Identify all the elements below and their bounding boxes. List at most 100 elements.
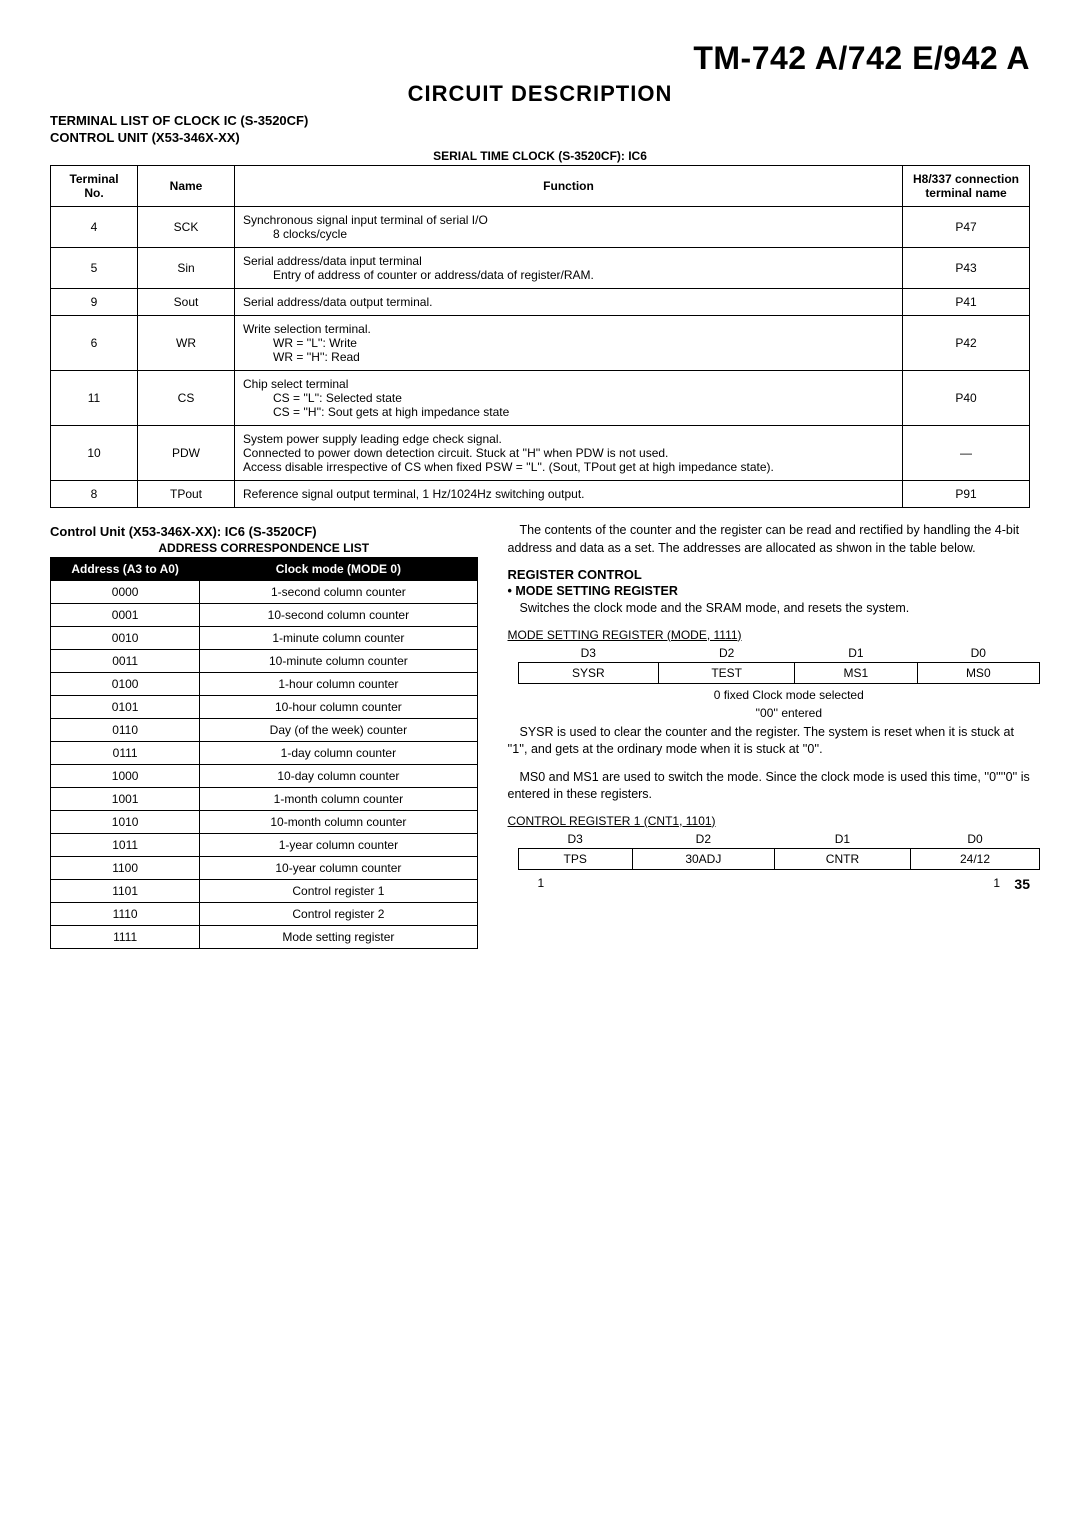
terminal-conn: P43 bbox=[903, 248, 1030, 289]
cnt-bit-cell: 24/12 bbox=[911, 848, 1040, 869]
cnt-bit-header: D2 bbox=[632, 830, 774, 849]
table-row: 8TPoutReference signal output terminal, … bbox=[51, 481, 1030, 508]
terminal-header: H8/337 connection terminal name bbox=[903, 166, 1030, 207]
mode-bit-cell: MS1 bbox=[795, 662, 917, 683]
table-row: 010110-hour column counter bbox=[51, 696, 478, 719]
addr-cell: 10-month column counter bbox=[200, 811, 477, 834]
addr-cell: Mode setting register bbox=[200, 926, 477, 949]
addr-cell: 0010 bbox=[51, 627, 200, 650]
terminal-function: Serial address/data output terminal. bbox=[235, 289, 903, 316]
table-row: 101010-month column counter bbox=[51, 811, 478, 834]
table-row: 00001-second column counter bbox=[51, 581, 478, 604]
paragraph-1: The contents of the counter and the regi… bbox=[508, 522, 1031, 557]
terminal-conn: P47 bbox=[903, 207, 1030, 248]
addr-cell: 10-day column counter bbox=[200, 765, 477, 788]
addr-cell: Control register 2 bbox=[200, 903, 477, 926]
mode-bit-cell: SYSR bbox=[518, 662, 659, 683]
addr-cell: 1010 bbox=[51, 811, 200, 834]
terminal-name: SCK bbox=[138, 207, 235, 248]
addr-cell: 0110 bbox=[51, 719, 200, 742]
terminal-function: Reference signal output terminal, 1 Hz/1… bbox=[235, 481, 903, 508]
table-row: 1110Control register 2 bbox=[51, 903, 478, 926]
cnt-foot-right: 1 bbox=[993, 876, 1000, 890]
terminal-conn: P40 bbox=[903, 371, 1030, 426]
addr-cell: 1110 bbox=[51, 903, 200, 926]
table-row: 11CSChip select terminalCS = ''L'': Sele… bbox=[51, 371, 1030, 426]
table-row: 6WRWrite selection terminal.WR = ''L'': … bbox=[51, 316, 1030, 371]
terminal-no: 4 bbox=[51, 207, 138, 248]
model-title: TM-742 A/742 E/942 A bbox=[50, 40, 1030, 77]
mode-note-1: 0 fixed Clock mode selected bbox=[548, 688, 1031, 702]
addr-cell: 10-second column counter bbox=[200, 604, 477, 627]
addr-header: Clock mode (MODE 0) bbox=[200, 558, 477, 581]
paragraph-2: Switches the clock mode and the SRAM mod… bbox=[508, 600, 1031, 618]
cnt-bit-header: D1 bbox=[774, 830, 910, 849]
table-row: 110010-year column counter bbox=[51, 857, 478, 880]
terminal-name: Sin bbox=[138, 248, 235, 289]
table-row: 1101Control register 1 bbox=[51, 880, 478, 903]
addr-cell: 1-day column counter bbox=[200, 742, 477, 765]
table-row: 4SCKSynchronous signal input terminal of… bbox=[51, 207, 1030, 248]
addr-cell: 10-year column counter bbox=[200, 857, 477, 880]
table-row: 10011-month column counter bbox=[51, 788, 478, 811]
terminal-no: 5 bbox=[51, 248, 138, 289]
table-row: 0110Day (of the week) counter bbox=[51, 719, 478, 742]
terminal-no: 10 bbox=[51, 426, 138, 481]
mode-setting-sub: • MODE SETTING REGISTER bbox=[508, 584, 1031, 598]
addr-cell: 1-year column counter bbox=[200, 834, 477, 857]
addr-cell: 1000 bbox=[51, 765, 200, 788]
cnt-bit-cell: TPS bbox=[518, 848, 632, 869]
addr-cell: 1-second column counter bbox=[200, 581, 477, 604]
addr-cell: 1101 bbox=[51, 880, 200, 903]
addr-header: Address (A3 to A0) bbox=[51, 558, 200, 581]
mode-bit-header: D1 bbox=[795, 644, 917, 663]
terminal-function: System power supply leading edge check s… bbox=[235, 426, 903, 481]
cnt-foot-left: 1 bbox=[538, 876, 545, 890]
terminal-name: PDW bbox=[138, 426, 235, 481]
addr-title-1: Control Unit (X53-346X-XX): IC6 (S-3520C… bbox=[50, 524, 478, 539]
address-table: Address (A3 to A0)Clock mode (MODE 0) 00… bbox=[50, 557, 478, 949]
terminal-header: Name bbox=[138, 166, 235, 207]
table-row: 01001-hour column counter bbox=[51, 673, 478, 696]
cnt-footer: 1 1 35 bbox=[508, 876, 1031, 890]
terminal-name: TPout bbox=[138, 481, 235, 508]
table-row: 100010-day column counter bbox=[51, 765, 478, 788]
terminal-conn: P91 bbox=[903, 481, 1030, 508]
register-control-heading: REGISTER CONTROL bbox=[508, 567, 1031, 582]
mode-bit-cell: MS0 bbox=[917, 662, 1039, 683]
mode-register-table: D3D2D1D0 SYSRTESTMS1MS0 bbox=[518, 644, 1041, 684]
terminal-function: Synchronous signal input terminal of ser… bbox=[235, 207, 903, 248]
table-row: 9SoutSerial address/data output terminal… bbox=[51, 289, 1030, 316]
table-title: SERIAL TIME CLOCK (S-3520CF): IC6 bbox=[50, 149, 1030, 163]
terminal-function: Write selection terminal.WR = ''L'': Wri… bbox=[235, 316, 903, 371]
terminal-conn: P41 bbox=[903, 289, 1030, 316]
control-register-table: D3D2D1D0 TPS30ADJCNTR24/12 bbox=[518, 830, 1041, 870]
cnt-caption: CONTROL REGISTER 1 (CNT1, 1101) bbox=[508, 814, 1031, 828]
mode-note-2: ''00'' entered bbox=[548, 706, 1031, 720]
addr-cell: Day (of the week) counter bbox=[200, 719, 477, 742]
addr-cell: 0100 bbox=[51, 673, 200, 696]
addr-cell: 0101 bbox=[51, 696, 200, 719]
mode-caption: MODE SETTING REGISTER (MODE, 1111) bbox=[508, 628, 1031, 642]
terminal-no: 11 bbox=[51, 371, 138, 426]
addr-cell: 1100 bbox=[51, 857, 200, 880]
addr-cell: Control register 1 bbox=[200, 880, 477, 903]
table-row: 10111-year column counter bbox=[51, 834, 478, 857]
cnt-bit-cell: 30ADJ bbox=[632, 848, 774, 869]
table-row: 1111Mode setting register bbox=[51, 926, 478, 949]
addr-cell: 0111 bbox=[51, 742, 200, 765]
table-row: 000110-second column counter bbox=[51, 604, 478, 627]
cnt-bit-header: D3 bbox=[518, 830, 632, 849]
terminal-no: 9 bbox=[51, 289, 138, 316]
section-title: CIRCUIT DESCRIPTION bbox=[50, 81, 1030, 107]
addr-title-2: ADDRESS CORRESPONDENCE LIST bbox=[50, 541, 478, 555]
cnt-bit-cell: CNTR bbox=[774, 848, 910, 869]
addr-cell: 1001 bbox=[51, 788, 200, 811]
addr-cell: 0000 bbox=[51, 581, 200, 604]
table-row: 001110-minute column counter bbox=[51, 650, 478, 673]
table-row: 00101-minute column counter bbox=[51, 627, 478, 650]
terminal-name: WR bbox=[138, 316, 235, 371]
addr-cell: 1111 bbox=[51, 926, 200, 949]
table-row: 10PDWSystem power supply leading edge ch… bbox=[51, 426, 1030, 481]
addr-cell: 0011 bbox=[51, 650, 200, 673]
